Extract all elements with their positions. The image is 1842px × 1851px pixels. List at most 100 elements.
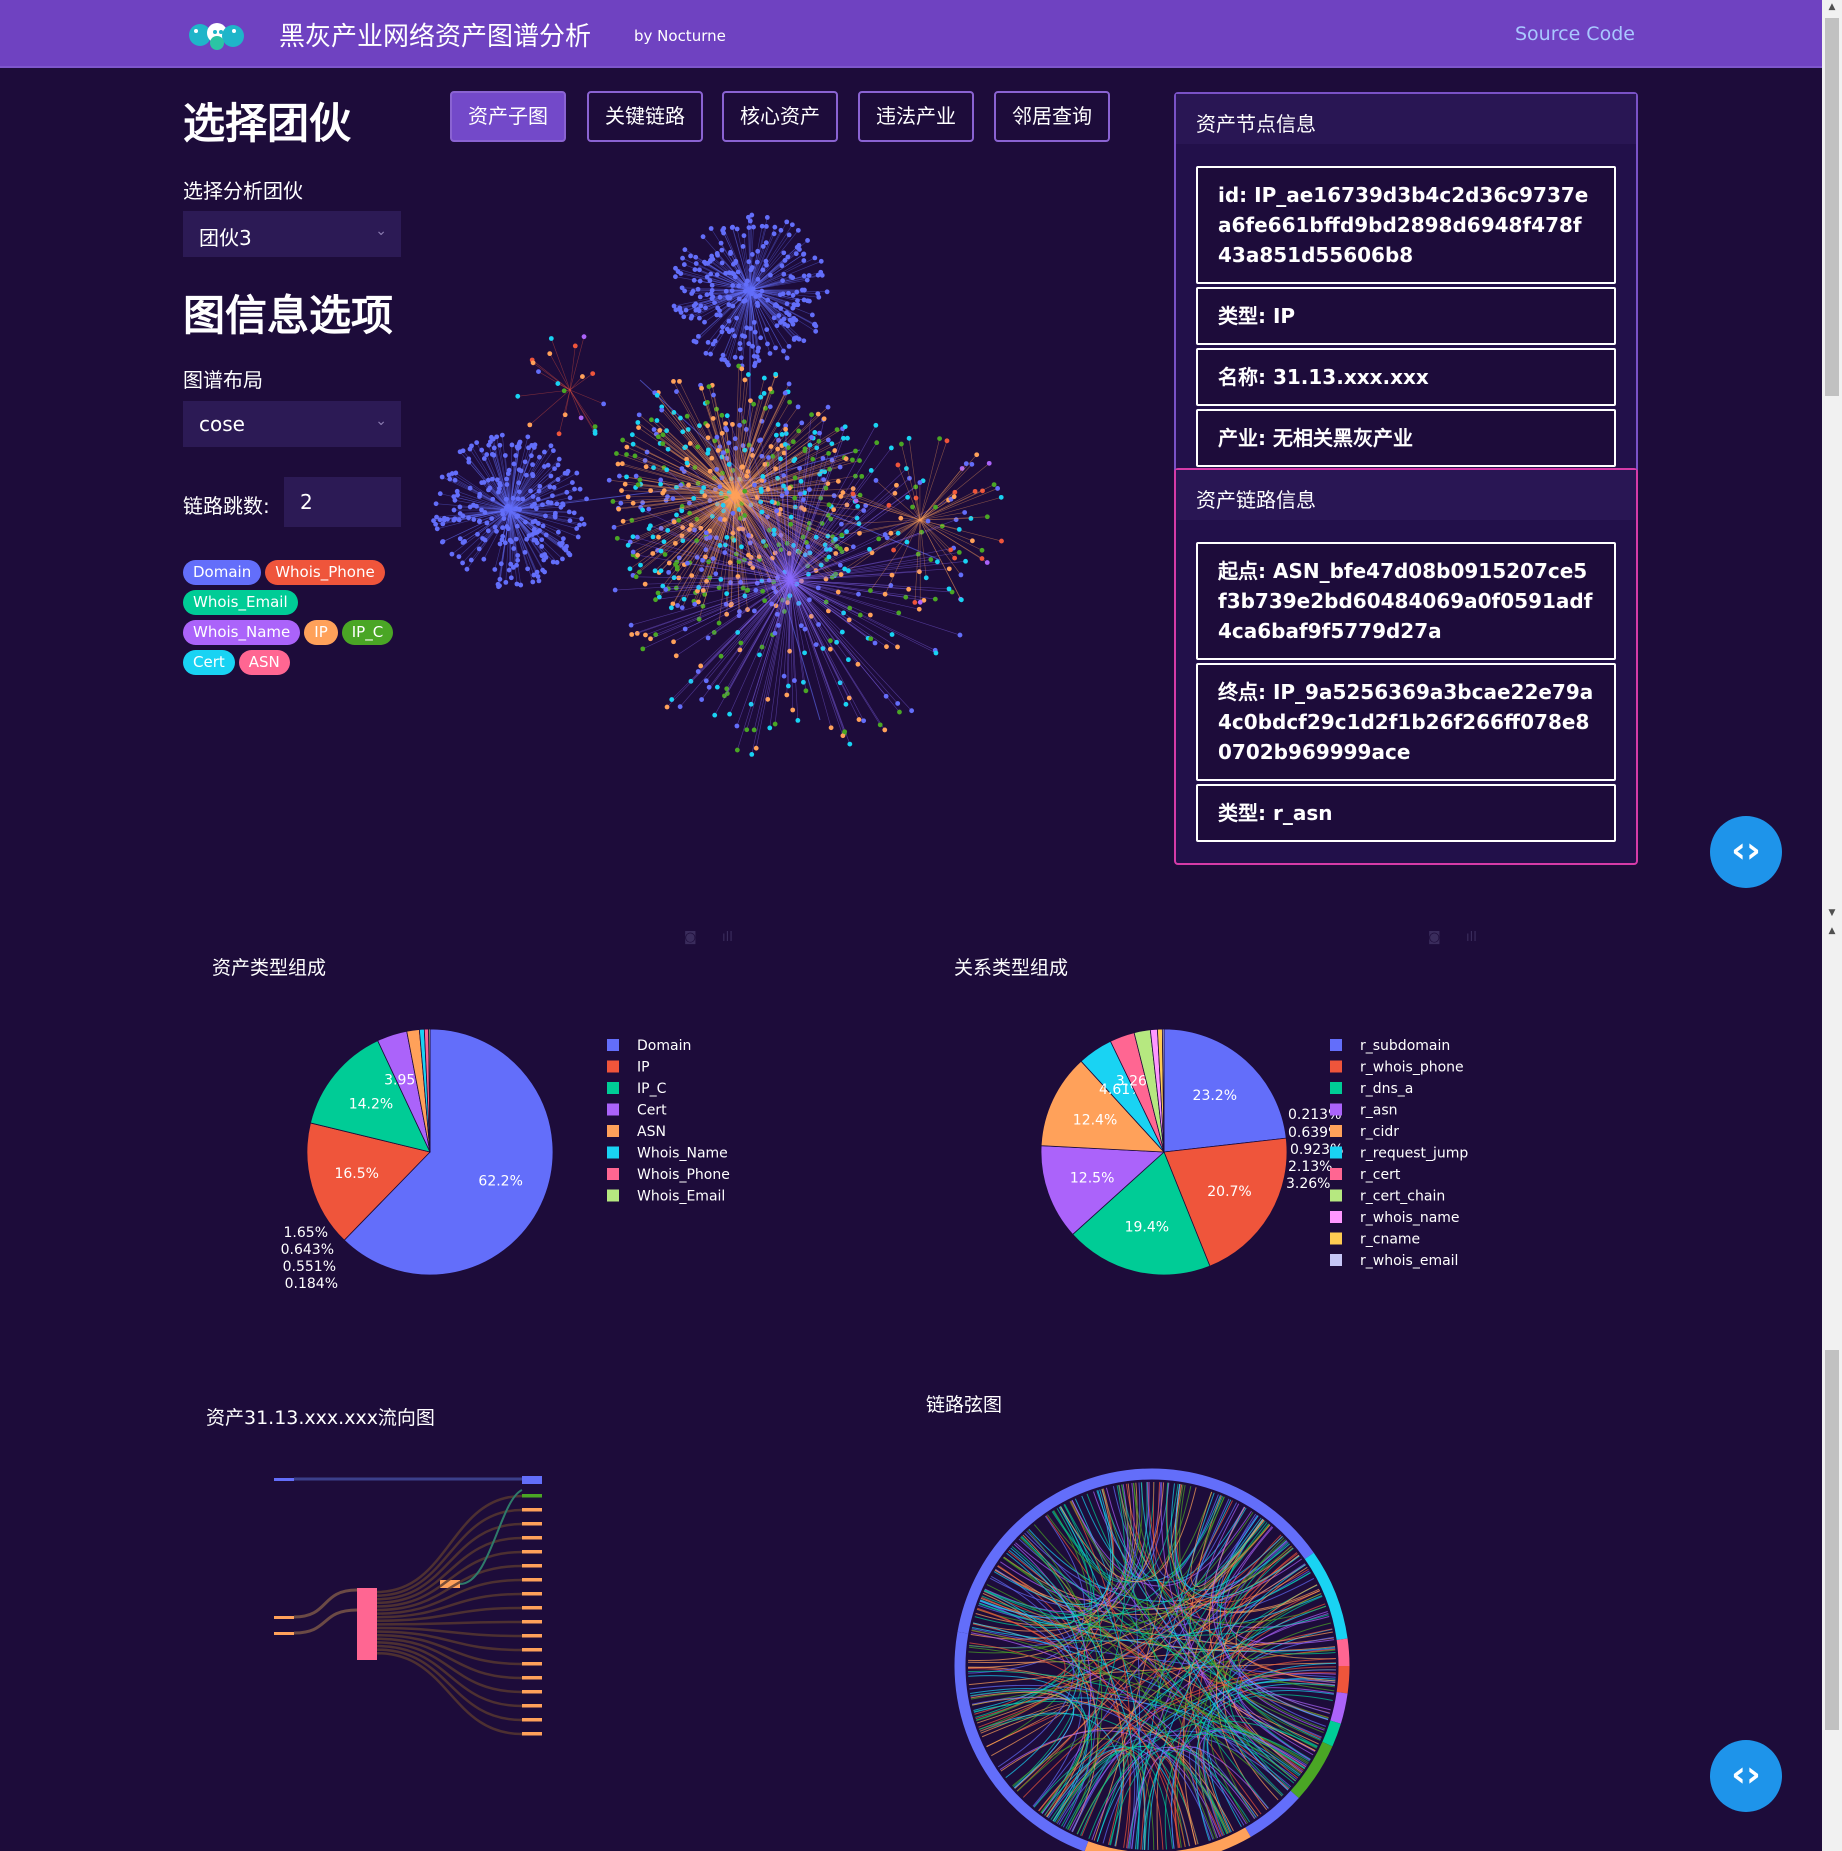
graph-node[interactable]	[728, 580, 733, 585]
legend-label[interactable]: r_asn	[1360, 1103, 1398, 1119]
graph-node[interactable]	[778, 547, 784, 553]
graph-node[interactable]	[615, 461, 621, 467]
graph-node[interactable]	[614, 535, 620, 541]
graph-node[interactable]	[739, 366, 745, 372]
graph-node[interactable]	[833, 571, 839, 577]
graph-node[interactable]	[995, 486, 1001, 491]
graph-node[interactable]	[653, 597, 658, 603]
graph-node[interactable]	[577, 486, 583, 492]
legend-swatch[interactable]	[1330, 1103, 1342, 1116]
graph-node[interactable]	[677, 415, 683, 421]
graph-node[interactable]	[708, 351, 713, 357]
graph-node[interactable]	[758, 335, 764, 341]
graph-node[interactable]	[816, 294, 822, 300]
sankey-node[interactable]	[522, 1476, 542, 1484]
graph-node[interactable]	[655, 434, 661, 440]
graph-node[interactable]	[506, 567, 512, 573]
asset-flow-sankey[interactable]	[260, 1460, 580, 1740]
graph-node[interactable]	[592, 424, 598, 430]
graph-node[interactable]	[733, 445, 739, 451]
graph-node[interactable]	[449, 471, 455, 476]
graph-node[interactable]	[765, 297, 771, 303]
graph-node[interactable]	[951, 494, 957, 500]
graph-node[interactable]	[804, 540, 809, 545]
graph-node[interactable]	[923, 575, 929, 581]
graph-node[interactable]	[787, 485, 792, 491]
graph-node[interactable]	[837, 562, 843, 568]
graph-node[interactable]	[759, 453, 765, 459]
graph-node[interactable]	[569, 480, 575, 485]
graph-node[interactable]	[728, 602, 734, 608]
graph-node[interactable]	[934, 559, 940, 565]
graph-node[interactable]	[515, 553, 521, 558]
graph-node[interactable]	[611, 524, 617, 530]
graph-node[interactable]	[915, 551, 921, 557]
graph-node[interactable]	[775, 446, 781, 452]
graph-node[interactable]	[693, 301, 699, 307]
graph-node[interactable]	[581, 334, 587, 340]
graph-node[interactable]	[784, 490, 790, 495]
graph-node[interactable]	[720, 352, 726, 358]
graph-node[interactable]	[944, 438, 950, 444]
graph-node[interactable]	[816, 438, 822, 444]
graph-node[interactable]	[737, 407, 743, 413]
graph-node[interactable]	[770, 453, 776, 459]
graph-node[interactable]	[660, 583, 666, 589]
graph-node[interactable]	[735, 574, 741, 579]
graph-node[interactable]	[817, 430, 822, 436]
graph-node[interactable]	[833, 551, 839, 556]
graph-node[interactable]	[726, 490, 732, 496]
graph-node[interactable]	[620, 437, 626, 443]
asset-network-graph[interactable]	[420, 160, 1040, 800]
graph-node[interactable]	[784, 355, 790, 361]
graph-node[interactable]	[713, 571, 719, 577]
graph-node[interactable]	[530, 473, 536, 479]
graph-node[interactable]	[919, 529, 925, 535]
graph-node[interactable]	[671, 519, 677, 525]
legend-label[interactable]: r_whois_email	[1360, 1253, 1458, 1269]
graph-node[interactable]	[564, 489, 570, 495]
graph-node[interactable]	[677, 378, 682, 384]
graph-node[interactable]	[681, 314, 687, 320]
graph-node[interactable]	[867, 546, 872, 552]
graph-node[interactable]	[831, 493, 837, 499]
graph-node[interactable]	[889, 632, 895, 637]
pie-slice[interactable]	[1040, 1145, 1165, 1235]
graph-node[interactable]	[722, 693, 727, 699]
graph-node[interactable]	[685, 427, 691, 432]
graph-node[interactable]	[792, 504, 798, 510]
graph-node[interactable]	[722, 550, 728, 555]
graph-node[interactable]	[727, 711, 733, 717]
graph-node[interactable]	[772, 721, 778, 727]
graph-node[interactable]	[721, 508, 726, 514]
graph-node[interactable]	[856, 591, 861, 597]
graph-node[interactable]	[692, 527, 697, 533]
graph-node[interactable]	[815, 411, 821, 417]
graph-node[interactable]	[717, 312, 723, 318]
graph-node[interactable]	[577, 522, 582, 528]
graph-node[interactable]	[958, 572, 964, 578]
graph-node[interactable]	[748, 326, 753, 331]
graph-node[interactable]	[552, 466, 557, 472]
graph-node[interactable]	[745, 214, 751, 220]
graph-node[interactable]	[606, 477, 612, 483]
graph-node[interactable]	[857, 612, 863, 618]
legend-label[interactable]: Whois_Phone	[637, 1167, 730, 1183]
graph-node[interactable]	[719, 412, 725, 418]
sankey-node[interactable]	[522, 1494, 542, 1498]
graph-node[interactable]	[688, 678, 694, 684]
graph-node[interactable]	[778, 532, 784, 538]
graph-node[interactable]	[786, 551, 792, 556]
graph-node[interactable]	[771, 527, 777, 533]
graph-node[interactable]	[859, 473, 865, 479]
graph-node[interactable]	[786, 232, 792, 238]
graph-node[interactable]	[437, 491, 443, 497]
graph-node[interactable]	[437, 517, 443, 523]
graph-node[interactable]	[765, 514, 770, 520]
graph-node[interactable]	[855, 661, 861, 667]
graph-node[interactable]	[787, 399, 793, 405]
graph-node[interactable]	[718, 240, 724, 246]
graph-node[interactable]	[726, 270, 732, 276]
graph-node[interactable]	[724, 686, 730, 692]
source-code-link[interactable]: Source Code	[1515, 23, 1635, 45]
